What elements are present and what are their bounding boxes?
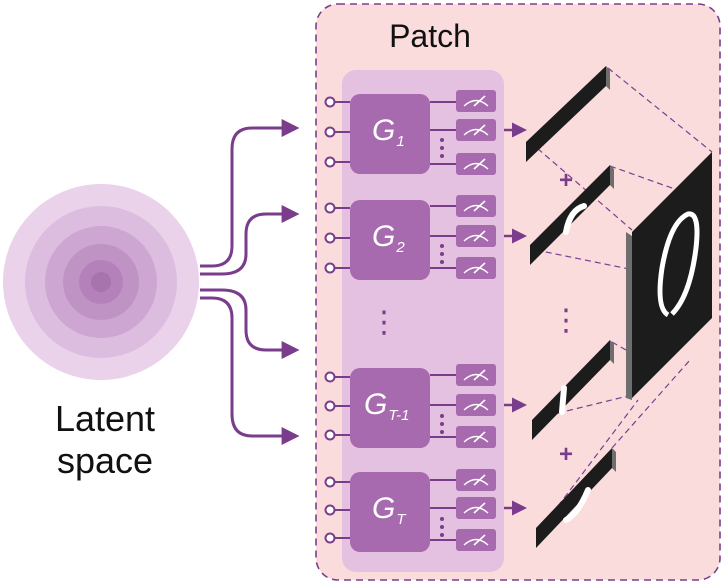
projection-lines bbox=[529, 67, 713, 531]
patch-title: Patch bbox=[389, 18, 471, 54]
generator-label-g-t: GT bbox=[372, 492, 406, 528]
measurement-meter-icon bbox=[456, 225, 496, 247]
measurement-meter-icon bbox=[456, 257, 496, 279]
measurement-meter-icon bbox=[456, 529, 496, 551]
generator-subscript: T-1 bbox=[388, 407, 410, 424]
patch-slab-1 bbox=[526, 66, 610, 162]
latent-label-line1: Latent bbox=[54, 398, 156, 439]
plus-sign-1: + bbox=[559, 167, 573, 194]
latent-connectors bbox=[200, 119, 300, 445]
generator-ellipsis: ⋮ bbox=[369, 305, 399, 340]
measurement-meter-icon bbox=[456, 119, 496, 141]
generator-letter: G bbox=[372, 492, 396, 525]
generator-label-g2: G2 bbox=[372, 220, 405, 256]
latent-space-sphere-icon bbox=[3, 184, 199, 380]
measurement-meter-icon bbox=[456, 364, 496, 386]
measurement-meter-icon bbox=[456, 497, 496, 519]
latent-label-line2: space bbox=[56, 440, 154, 482]
generator-g-t-minus-1 bbox=[324, 364, 527, 448]
patch-ellipsis: ⋮ bbox=[551, 303, 581, 338]
generator-label-g-t-minus-1: GT-1 bbox=[364, 388, 409, 424]
patch-slab-2 bbox=[530, 165, 614, 265]
measurement-meter-icon bbox=[456, 469, 496, 491]
plus-sign-2: + bbox=[559, 441, 573, 468]
generator-g-t bbox=[324, 469, 527, 552]
measurement-meter-icon bbox=[456, 394, 496, 416]
measurement-meter-icon bbox=[456, 426, 496, 448]
output-image bbox=[626, 152, 712, 400]
generator-letter: G bbox=[372, 220, 396, 253]
generator-subscript: T bbox=[396, 511, 406, 528]
measurement-meter-icon bbox=[456, 153, 496, 175]
generator-subscript: 2 bbox=[396, 239, 405, 256]
patch-slab-4 bbox=[536, 448, 616, 548]
generator-letter: G bbox=[372, 114, 396, 147]
measurement-meter-icon bbox=[456, 90, 496, 112]
generator-letter: G bbox=[364, 388, 388, 421]
generator-g1 bbox=[324, 90, 527, 175]
latent-space-label: Latent space bbox=[20, 398, 190, 483]
measurement-meter-icon bbox=[456, 195, 496, 217]
generator-g2 bbox=[324, 195, 527, 280]
patch-slab-3 bbox=[532, 340, 614, 440]
generator-label-g1: G1 bbox=[372, 114, 405, 150]
generator-subscript: 1 bbox=[396, 133, 405, 150]
